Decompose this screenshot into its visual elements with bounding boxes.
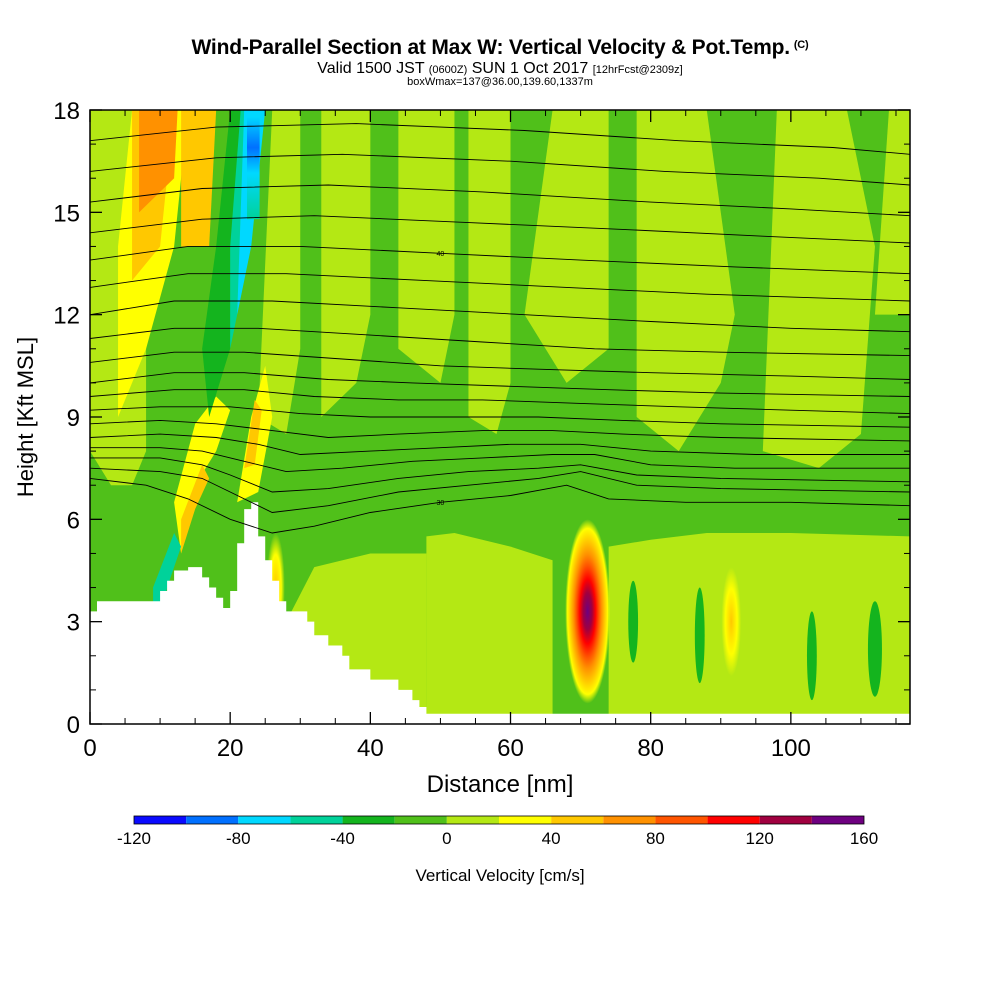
field-lightgreen-col-c bbox=[398, 110, 455, 383]
colorbar: -120 -80 -40 0 40 80 120 160 bbox=[117, 815, 878, 848]
field-lightgreen-col-g bbox=[762, 110, 875, 469]
theta-contour-label-0: 30 bbox=[437, 500, 445, 507]
colorbar-tick-label--40: -40 bbox=[330, 829, 355, 848]
field-green-cell-c bbox=[867, 601, 882, 697]
colorbar-swatch-6 bbox=[446, 816, 499, 824]
colorbar-swatch-4 bbox=[342, 816, 395, 824]
colorbar-swatch-5 bbox=[394, 816, 447, 824]
box-info: boxWmax=137@36.00,139.60,1337m bbox=[407, 76, 593, 88]
x-tick-label-0: 0 bbox=[83, 735, 96, 762]
theta-contour-3 bbox=[90, 447, 910, 473]
theta-contour-6 bbox=[90, 406, 910, 428]
field-lightgreen-low-a bbox=[426, 532, 553, 724]
colorbar-tick-label-120: 120 bbox=[746, 829, 774, 848]
field-blue-streak bbox=[246, 116, 260, 220]
y-tick-label-18: 18 bbox=[53, 98, 80, 125]
theta-contour-15 bbox=[90, 184, 910, 217]
theta-contour-2 bbox=[90, 457, 910, 493]
y-tick-label-9: 9 bbox=[67, 405, 80, 432]
terrain-mask bbox=[90, 502, 910, 724]
colorbar-swatch-13 bbox=[811, 816, 864, 824]
field-shapes bbox=[90, 110, 910, 724]
field-lightgreen-col-e bbox=[524, 110, 609, 383]
field-yellow-cell-a bbox=[721, 567, 742, 677]
axes: 0 20 40 60 80 100 0 3 6 9 12 15 18 bbox=[53, 98, 910, 762]
theta-contour-5 bbox=[90, 419, 910, 442]
colorbar-tick-label-40: 40 bbox=[542, 829, 561, 848]
x-axis-label: Distance [nm] bbox=[427, 771, 574, 798]
colorbar-tick-label-0: 0 bbox=[442, 829, 451, 848]
y-tick-label-3: 3 bbox=[67, 610, 80, 637]
field-lightgreen-col-i bbox=[258, 110, 301, 435]
theta-contour-14 bbox=[90, 215, 910, 244]
chart-title-main: Wind-Parallel Section at Max W: Vertical… bbox=[191, 36, 791, 59]
colorbar-swatch-7 bbox=[499, 816, 552, 824]
chart-subtitle-valid: Valid 1500 JST (0600Z) SUN 1 Oct 2017 [1… bbox=[0, 60, 1000, 78]
theta-contour-12 bbox=[90, 273, 910, 302]
field-lightgreen-low-b bbox=[608, 532, 910, 724]
colorbar-swatch-1 bbox=[186, 816, 239, 824]
colorbar-swatch-3 bbox=[290, 816, 343, 824]
theta-contour-11 bbox=[90, 300, 910, 333]
theta-contours: 30 40 bbox=[90, 123, 910, 534]
y-tick-label-15: 15 bbox=[53, 200, 80, 227]
x-tick-label-20: 20 bbox=[217, 735, 244, 762]
field-orange-plume bbox=[139, 110, 178, 213]
theta-contour-7 bbox=[90, 389, 910, 415]
theta-contour-13 bbox=[90, 245, 910, 275]
field-gold-plume-b bbox=[181, 110, 217, 247]
copyright-mark: (C) bbox=[793, 39, 809, 51]
y-tick-label-12: 12 bbox=[53, 303, 80, 330]
theta-contour-0 bbox=[90, 477, 910, 534]
colorbar-tick-label--120: -120 bbox=[117, 829, 151, 848]
theta-contour-17 bbox=[90, 123, 910, 155]
colorbar-swatch-12 bbox=[759, 816, 812, 824]
valid-date: SUN 1 Oct 2017 bbox=[471, 60, 589, 77]
colorbar-swatch-8 bbox=[551, 816, 604, 824]
x-tick-label-100: 100 bbox=[771, 735, 811, 762]
y-tick-label-0: 0 bbox=[67, 712, 80, 739]
colorbar-tick-label-160: 160 bbox=[850, 829, 878, 848]
field-teal-low bbox=[153, 532, 182, 656]
colorbar-swatch-2 bbox=[238, 816, 291, 824]
x-tick-label-40: 40 bbox=[357, 735, 384, 762]
field-green-cell-d bbox=[628, 580, 639, 663]
field-gold-ridge bbox=[244, 399, 262, 469]
y-tick-label-6: 6 bbox=[67, 507, 80, 534]
forecast-info: [12hrFcst@2309z] bbox=[592, 64, 683, 76]
valid-utc: (0600Z) bbox=[428, 64, 468, 76]
chart-title: Wind-Parallel Section at Max W: Vertical… bbox=[0, 36, 1000, 60]
valid-prefix: Valid 1500 JST bbox=[317, 60, 425, 77]
x-tick-label-80: 80 bbox=[637, 735, 664, 762]
field-gold-lee bbox=[181, 464, 210, 554]
theta-contour-1 bbox=[90, 467, 910, 513]
theta-contour-10 bbox=[90, 327, 910, 357]
theta-contour-9 bbox=[90, 351, 910, 380]
theta-contour-label-13: 40 bbox=[437, 251, 445, 258]
field-lightgreen-col-f bbox=[636, 110, 735, 452]
colorbar-frame bbox=[133, 815, 865, 825]
theta-contour-8 bbox=[90, 372, 910, 397]
colorbar-tick-label--80: -80 bbox=[226, 829, 251, 848]
field-updraft-core bbox=[565, 519, 611, 704]
colorbar-label: Vertical Velocity [cm/s] bbox=[415, 866, 584, 885]
colorbar-swatch-9 bbox=[603, 816, 656, 824]
colorbar-swatch-11 bbox=[707, 816, 760, 824]
field-green-cell-b bbox=[806, 611, 817, 701]
field-green-cell-a bbox=[694, 587, 705, 684]
field-lightgreen-col-h bbox=[874, 110, 910, 315]
colorbar-swatch-0 bbox=[134, 816, 187, 824]
colorbar-tick-label-80: 80 bbox=[646, 829, 665, 848]
field-lightgreen-col-d bbox=[468, 110, 511, 435]
x-tick-label-60: 60 bbox=[497, 735, 524, 762]
theta-contour-16 bbox=[90, 153, 910, 186]
theta-contour-4 bbox=[90, 433, 910, 455]
colorbar-swatch-10 bbox=[655, 816, 708, 824]
y-axis-label: Height [Kft MSL] bbox=[13, 337, 38, 497]
